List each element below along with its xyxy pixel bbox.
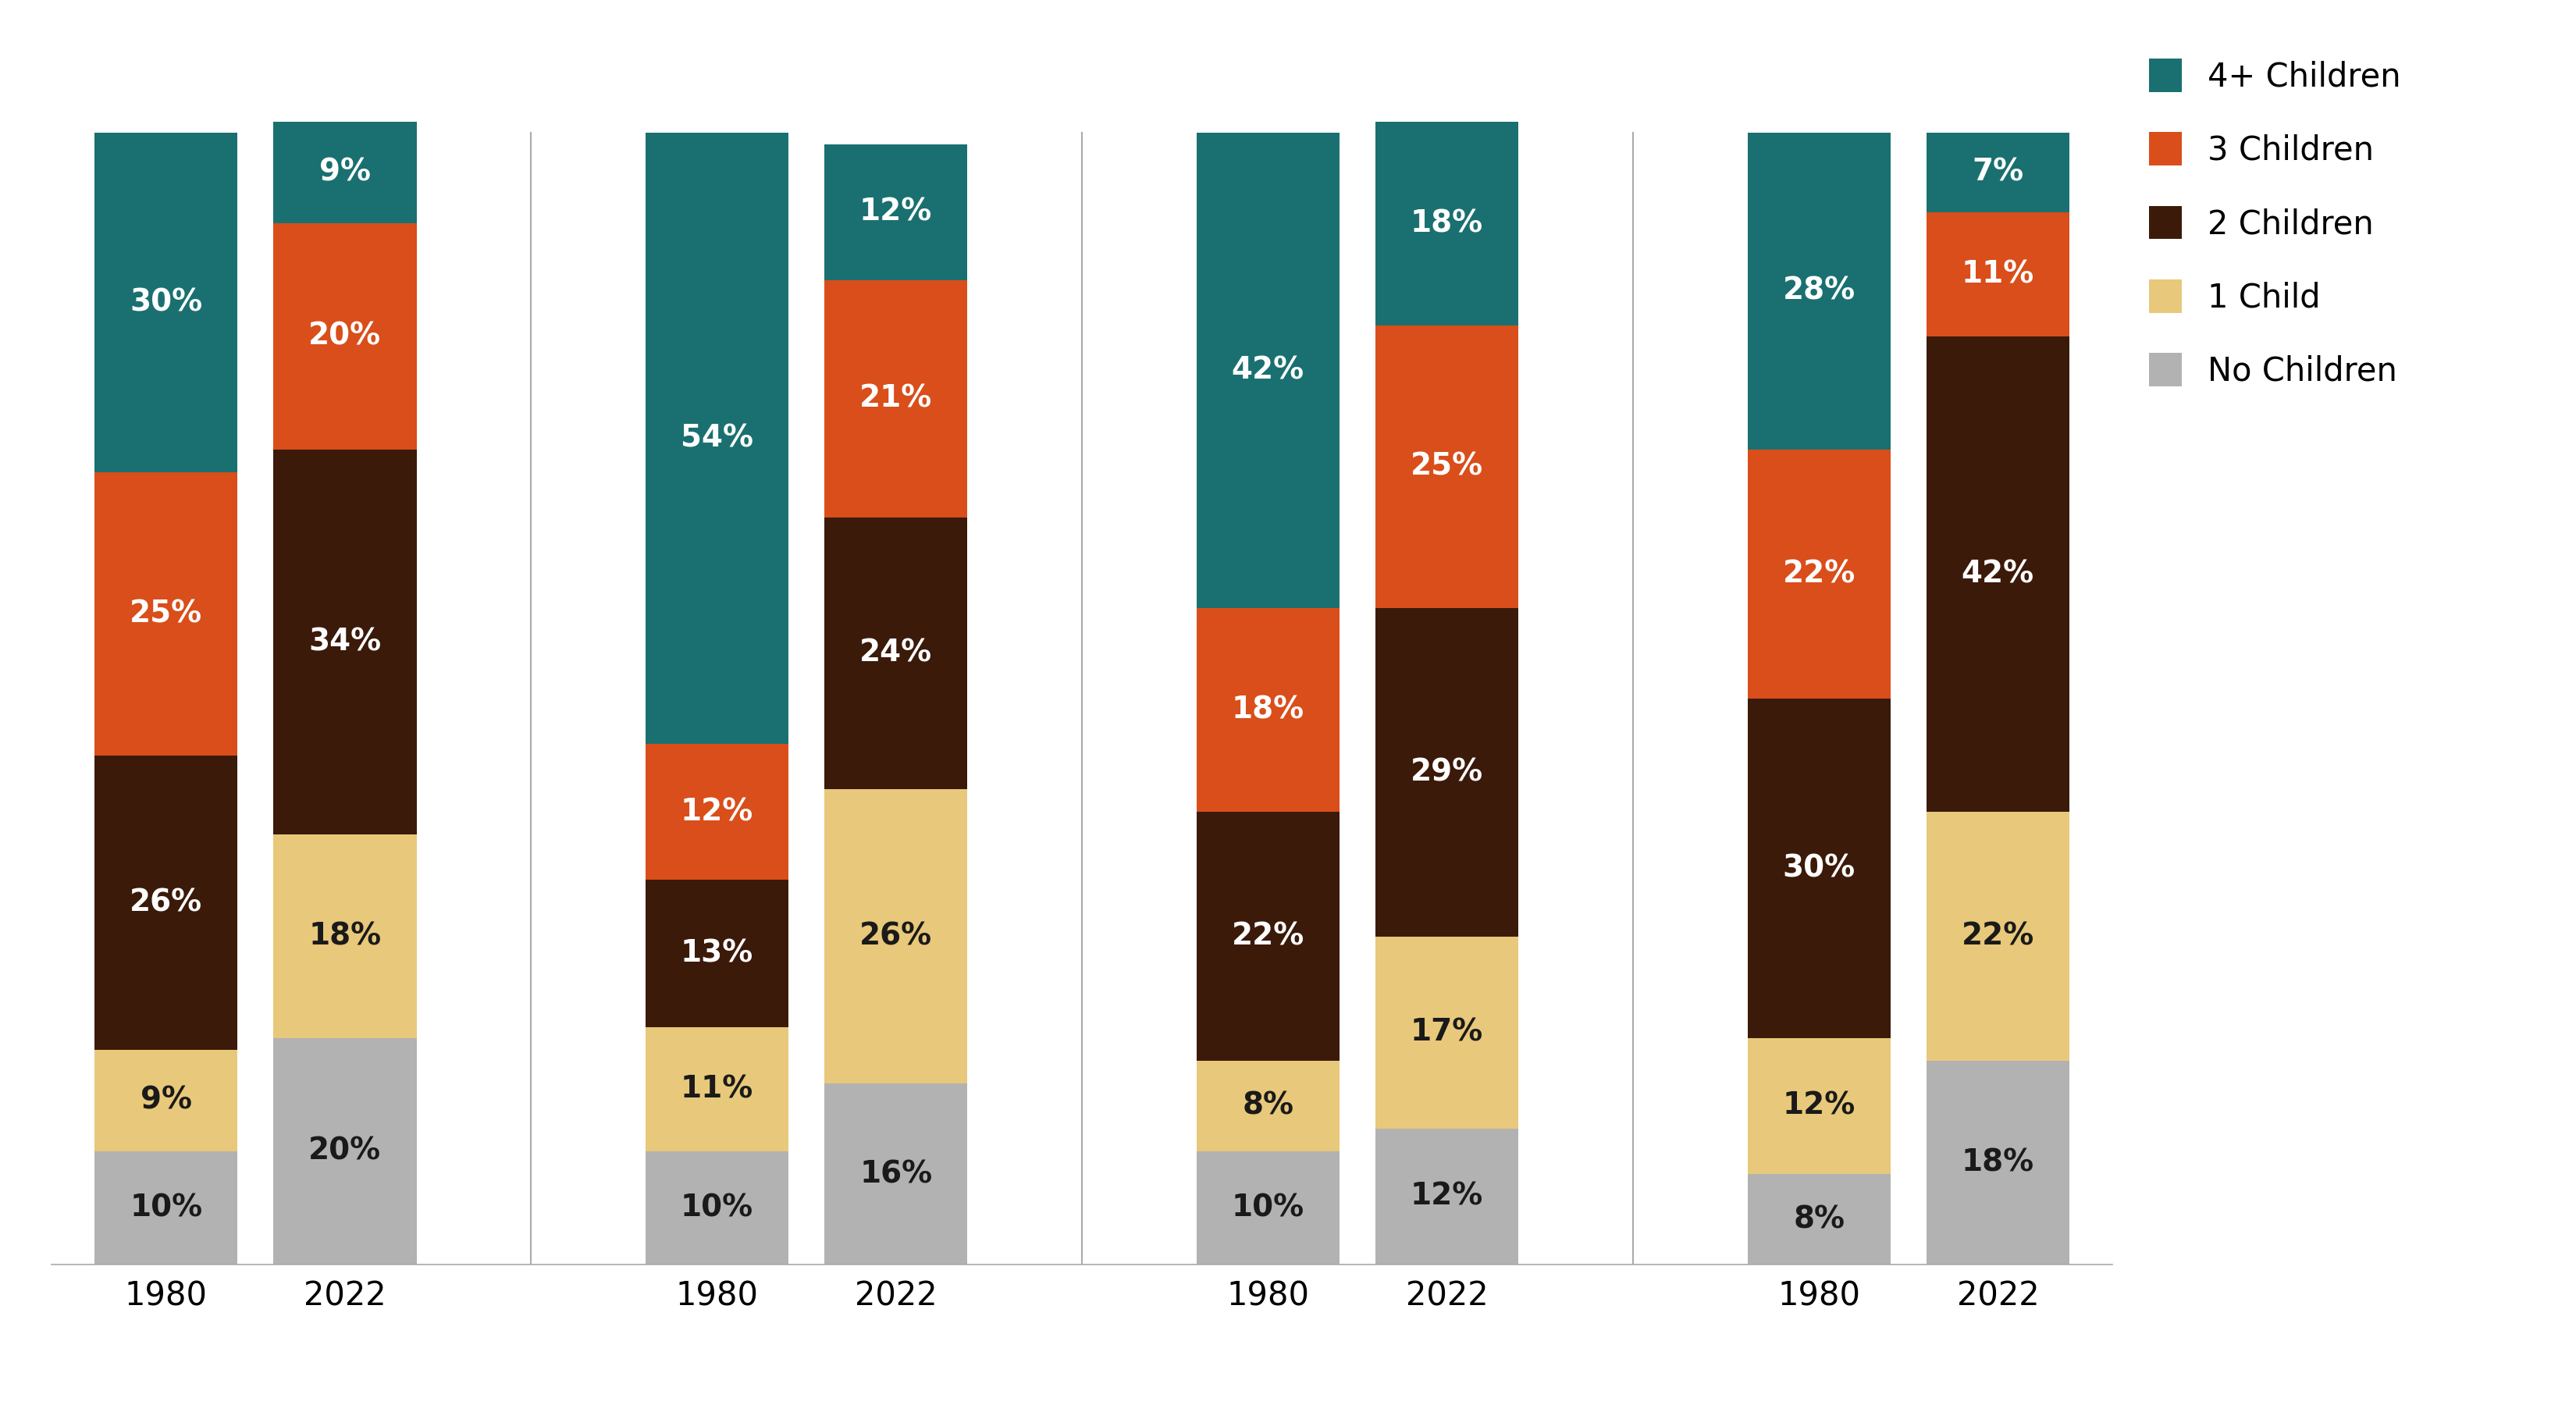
Text: 7%: 7% xyxy=(1973,157,2025,187)
Text: 26%: 26% xyxy=(860,922,933,951)
Bar xyxy=(1195,1151,1340,1264)
Text: 18%: 18% xyxy=(1231,695,1303,725)
Text: 10%: 10% xyxy=(680,1193,752,1222)
Text: 20%: 20% xyxy=(309,322,381,351)
Bar xyxy=(1195,132,1340,608)
Text: 30%: 30% xyxy=(129,288,204,318)
Text: 18%: 18% xyxy=(1412,208,1484,237)
Bar xyxy=(1927,212,2069,336)
Text: 26%: 26% xyxy=(129,888,204,917)
Text: 20%: 20% xyxy=(309,1137,381,1166)
Text: 42%: 42% xyxy=(1960,559,2035,589)
Bar xyxy=(273,450,417,835)
Text: 24%: 24% xyxy=(860,638,933,669)
Bar xyxy=(1747,1038,1891,1175)
Bar xyxy=(824,790,969,1083)
Bar xyxy=(824,1083,969,1264)
Bar xyxy=(1747,698,1891,1038)
Legend: 4+ Children, 3 Children, 2 Children, 1 Child, No Children: 4+ Children, 3 Children, 2 Children, 1 C… xyxy=(2148,59,2401,388)
Text: 25%: 25% xyxy=(129,599,204,628)
Text: 16%: 16% xyxy=(860,1159,933,1189)
Bar xyxy=(1747,450,1891,698)
Bar xyxy=(95,132,237,472)
Bar xyxy=(647,1027,788,1151)
Bar xyxy=(1195,608,1340,812)
Text: 17%: 17% xyxy=(1412,1017,1484,1047)
Bar xyxy=(273,121,417,223)
Bar xyxy=(1927,1061,2069,1264)
Text: 8%: 8% xyxy=(1242,1092,1293,1121)
Bar xyxy=(647,1151,788,1264)
Text: 18%: 18% xyxy=(309,922,381,951)
Text: 8%: 8% xyxy=(1793,1204,1844,1234)
Text: 10%: 10% xyxy=(129,1193,204,1222)
Text: 25%: 25% xyxy=(1412,452,1484,482)
Text: 10%: 10% xyxy=(1231,1193,1303,1222)
Bar xyxy=(1376,608,1517,936)
Bar xyxy=(824,517,969,790)
Text: 29%: 29% xyxy=(1412,757,1484,787)
Bar xyxy=(273,223,417,450)
Text: 11%: 11% xyxy=(680,1075,752,1104)
Bar xyxy=(1195,1061,1340,1151)
Text: 12%: 12% xyxy=(680,797,752,826)
Text: 9%: 9% xyxy=(319,157,371,187)
Bar xyxy=(1747,1175,1891,1264)
Text: 22%: 22% xyxy=(1231,922,1303,951)
Text: 11%: 11% xyxy=(1960,260,2035,289)
Bar xyxy=(647,880,788,1027)
Bar xyxy=(647,132,788,743)
Text: 18%: 18% xyxy=(1960,1148,2035,1177)
Bar xyxy=(824,145,969,280)
Text: 22%: 22% xyxy=(1783,559,1855,589)
Bar xyxy=(1927,132,2069,212)
Bar xyxy=(95,756,237,1050)
Bar xyxy=(1747,132,1891,450)
Bar xyxy=(1927,336,2069,812)
Bar xyxy=(1376,936,1517,1128)
Bar xyxy=(95,472,237,756)
Bar xyxy=(273,1038,417,1264)
Text: 21%: 21% xyxy=(860,384,933,413)
Bar xyxy=(1195,812,1340,1061)
Text: 22%: 22% xyxy=(1960,922,2035,951)
Bar xyxy=(95,1151,237,1264)
Bar xyxy=(1927,812,2069,1061)
Text: 12%: 12% xyxy=(1412,1182,1484,1211)
Bar xyxy=(95,1050,237,1151)
Bar xyxy=(1376,325,1517,608)
Text: 34%: 34% xyxy=(309,627,381,658)
Text: 30%: 30% xyxy=(1783,853,1855,884)
Bar xyxy=(647,743,788,880)
Bar xyxy=(1376,121,1517,325)
Text: 13%: 13% xyxy=(680,939,752,968)
Text: 42%: 42% xyxy=(1231,355,1303,385)
Bar xyxy=(1376,1128,1517,1264)
Text: 9%: 9% xyxy=(139,1086,191,1116)
Bar xyxy=(824,280,969,517)
Text: 12%: 12% xyxy=(1783,1092,1855,1121)
Text: 54%: 54% xyxy=(680,423,752,452)
Text: 28%: 28% xyxy=(1783,277,1855,306)
Bar xyxy=(273,835,417,1038)
Text: 12%: 12% xyxy=(860,197,933,226)
